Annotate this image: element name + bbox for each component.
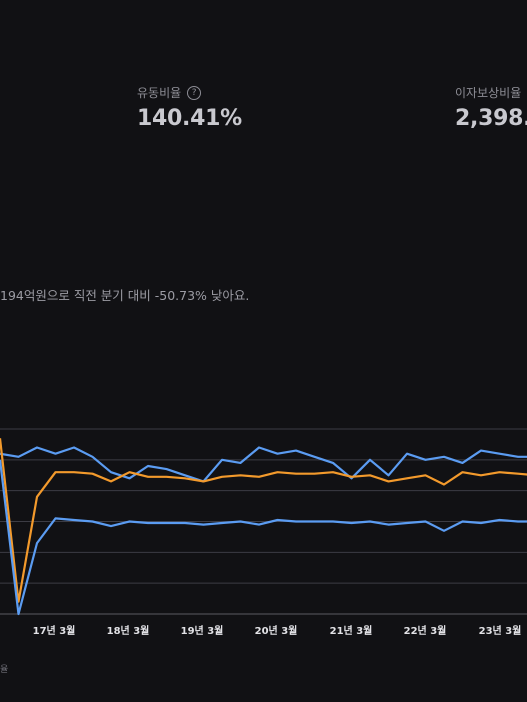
metric-interest-coverage-value: 2,398. (455, 106, 527, 131)
x-tick-label: 18년 3월 (107, 624, 150, 637)
series-line-3 (0, 459, 527, 616)
summary-text: 194억원으로 직전 분기 대비 -50.73% 낮아요. (0, 288, 250, 303)
metric-current-ratio-value: 140.41% (137, 106, 242, 131)
line-chart: 17년 3월 18년 3월 19년 3월 20년 3월 21년 3월 22년 3월 23년 … (0, 428, 527, 637)
metric-current-ratio-label: 유동비율 ? (137, 84, 202, 101)
help-icon[interactable]: ? (187, 85, 202, 100)
metric-label-text: 이자보상비율 (455, 86, 522, 100)
series-line-1 (0, 446, 527, 483)
x-tick-label: 23년 3월 (479, 624, 522, 637)
x-tick-label: 17년 3월 (33, 624, 76, 637)
x-tick-label: 19년 3월 (181, 624, 224, 637)
x-tick-label: 20년 3월 (255, 624, 298, 637)
metric-interest-coverage-label: 이자보상비율 (455, 84, 521, 101)
x-tick-label: 21년 3월 (330, 624, 373, 637)
metric-label-text: 유동비율 (137, 86, 182, 100)
series-line-2 (0, 438, 527, 603)
legend-fragment: 율 (0, 665, 9, 675)
x-tick-label: 22년 3월 (404, 624, 447, 637)
